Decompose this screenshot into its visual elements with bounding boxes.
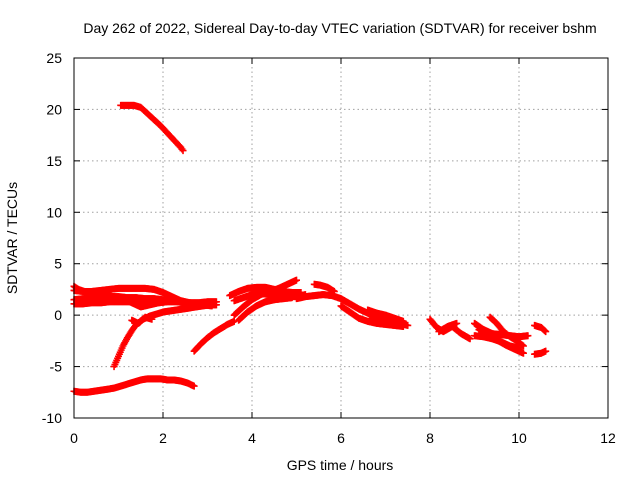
y-tick-label: 5 — [54, 256, 62, 272]
data-point — [524, 332, 532, 340]
series-arc-u — [475, 326, 527, 357]
series-arc-f — [128, 313, 156, 327]
chart-title: Day 262 of 2022, Sidereal Day-to-day VTE… — [83, 20, 596, 36]
series-arc-i — [226, 283, 305, 300]
series-arc-e — [110, 301, 214, 371]
data-point — [293, 276, 300, 284]
data-point — [330, 287, 338, 295]
axis-ticks: 0 2 4 6 8 10 12 -10 -5 0 5 10 15 20 25 — [42, 50, 616, 446]
data-point — [230, 317, 238, 325]
grid-lines — [74, 58, 608, 418]
x-tick-label: 0 — [70, 430, 78, 446]
y-axis-label: SDTVAR / TECUs — [4, 182, 20, 294]
series-arc-r — [435, 319, 461, 336]
y-tick-label: -10 — [42, 410, 62, 426]
series-arc-g — [190, 317, 238, 355]
data-point — [519, 342, 527, 350]
data-point — [288, 294, 296, 302]
x-axis-label: GPS time / hours — [287, 457, 394, 473]
data-point — [190, 382, 198, 390]
y-tick-label: 0 — [54, 307, 62, 323]
y-tick-label: 15 — [46, 153, 62, 169]
series-arc-high — [117, 101, 187, 155]
data-point — [404, 321, 412, 329]
data-point — [206, 301, 214, 309]
data-point — [179, 147, 187, 155]
data-point — [541, 327, 549, 335]
x-tick-label: 10 — [511, 430, 527, 446]
data-point — [148, 315, 156, 323]
y-tick-label: 10 — [46, 204, 62, 220]
y-tick-label: -5 — [50, 359, 63, 375]
y-tick-label: 20 — [46, 101, 62, 117]
data-point — [453, 319, 461, 327]
data-point — [212, 301, 220, 309]
data-points — [70, 101, 550, 396]
data-point — [542, 328, 550, 336]
x-tick-label: 12 — [600, 430, 616, 446]
series-arc-v — [486, 313, 527, 350]
series-arc-n — [337, 302, 407, 330]
data-point — [466, 335, 474, 343]
series-arc-w — [531, 321, 550, 336]
series-arc-d — [70, 282, 216, 311]
series-arc-low — [70, 375, 198, 396]
series-arc-k — [235, 294, 296, 324]
data-point — [542, 347, 550, 355]
series-arc-m — [310, 280, 338, 295]
series-arc-x — [531, 347, 550, 358]
x-tick-label: 2 — [159, 430, 167, 446]
series-arc-p — [368, 314, 412, 329]
x-tick-label: 6 — [337, 430, 345, 446]
x-tick-label: 8 — [426, 430, 434, 446]
y-tick-label: 25 — [46, 50, 62, 66]
data-point — [519, 349, 527, 357]
x-tick-label: 4 — [248, 430, 256, 446]
